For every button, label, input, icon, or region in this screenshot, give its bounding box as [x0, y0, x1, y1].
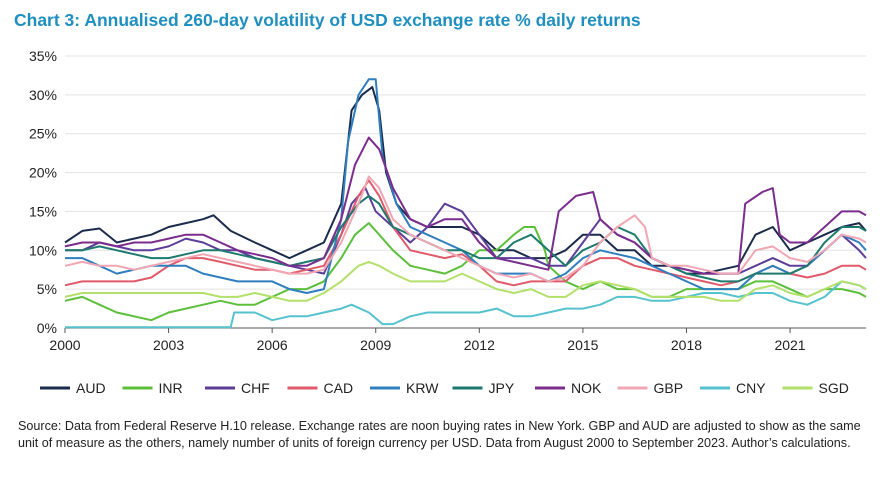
legend-label-aud: AUD — [76, 380, 106, 396]
gridlines — [65, 55, 866, 329]
series-line-inr — [64, 222, 867, 322]
legend-label-cny: CNY — [736, 380, 766, 396]
legend-label-inr: INR — [159, 380, 183, 396]
volatility-line-chart: 0%5%10%15%20%25%30%35% 2000 2003 2006 2009 2… — [29, 48, 867, 396]
x-tick-label: 2009 — [360, 337, 391, 353]
series-line-nok — [64, 136, 867, 275]
x-tick-label: 2021 — [774, 337, 805, 353]
y-tick-label: 10% — [29, 242, 57, 258]
y-tick-label: 15% — [29, 203, 57, 219]
series-line-cny — [65, 280, 867, 329]
series-line-jpy — [65, 194, 867, 283]
x-tick-label: 2000 — [49, 337, 80, 353]
legend-label-krw: KRW — [406, 380, 439, 396]
series-line-aud — [64, 86, 867, 275]
x-tick-label: 2006 — [257, 337, 288, 353]
y-tick-label: 35% — [29, 48, 57, 64]
y-tick-label: 20% — [29, 165, 57, 181]
x-tick-label: 2015 — [567, 337, 598, 353]
y-tick-label: 25% — [29, 126, 57, 142]
series-line-krw — [65, 78, 867, 294]
legend-label-jpy: JPY — [489, 380, 515, 396]
y-tick-label: 5% — [37, 281, 57, 297]
x-tick-label: 2012 — [464, 337, 495, 353]
legend-label-gbp: GBP — [654, 380, 684, 396]
legend-label-sgd: SGD — [819, 380, 849, 396]
series-line-chf — [65, 187, 867, 275]
legend-label-cad: CAD — [324, 380, 354, 396]
chart-title: Chart 3: Annualised 260-day volatility o… — [14, 10, 641, 30]
series-line-gbp — [64, 175, 867, 283]
legend-label-nok: NOK — [571, 380, 602, 396]
series-lines — [64, 78, 867, 329]
series-line-sgd — [64, 260, 867, 302]
y-tick-label: 30% — [29, 87, 57, 103]
x-tick-label: 2003 — [153, 337, 184, 353]
legend: AUD INR CHF CAD KRW JPY NOK GBP CNY SGD — [40, 380, 849, 396]
y-tick-label: 0% — [37, 320, 57, 336]
y-axis: 0% 5% 10% 15% 20% 25% 30% 35% — [29, 48, 57, 336]
x-axis: 2000 2003 2006 2009 2012 2015 2018 2021 — [49, 328, 806, 353]
x-tick-label: 2018 — [671, 337, 702, 353]
source-note: Source: Data from Federal Reserve H.10 r… — [18, 419, 861, 450]
legend-label-chf: CHF — [241, 380, 270, 396]
